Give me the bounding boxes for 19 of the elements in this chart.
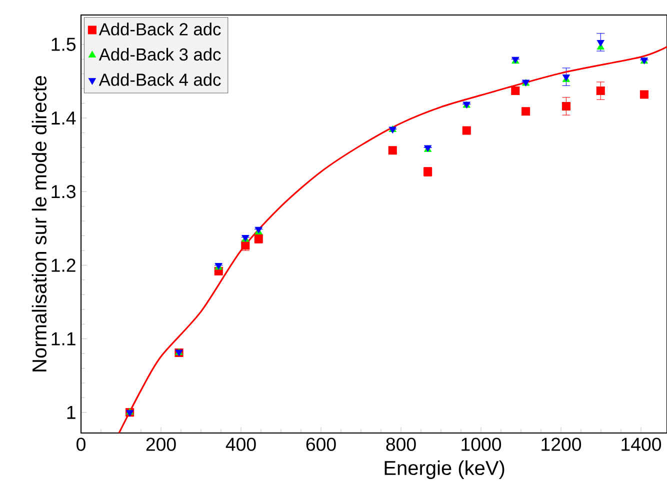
x-tick-label: 800 [386, 438, 416, 451]
legend-label: Add-Back 3 adc [98, 48, 221, 61]
y-tick-label: 1.3 [52, 184, 76, 198]
x-tick-label: 600 [306, 438, 336, 451]
y-tick-label: 1.1 [52, 332, 76, 346]
legend-label: Add-Back 4 adc [98, 73, 221, 86]
x-tick-label: 400 [226, 438, 256, 451]
x-tick-label: 200 [146, 438, 176, 451]
x-axis-title: Energie (keV) [384, 460, 504, 480]
y-tick-label: 1.5 [52, 38, 76, 51]
y-tick-label: 1.2 [52, 258, 76, 272]
legend-label: Add-Back 2 adc [98, 22, 221, 36]
x-tick-label: 0 [76, 438, 86, 451]
x-tick-label: 1200 [542, 438, 582, 451]
y-tick-label: 1 [67, 406, 76, 419]
y-tick-label: 1.4 [52, 112, 76, 124]
x-tick-label: 1000 [462, 438, 502, 451]
y-axis-title: Normalisation sur le mode directe [32, 76, 47, 372]
x-tick-label: 1400 [622, 438, 662, 451]
